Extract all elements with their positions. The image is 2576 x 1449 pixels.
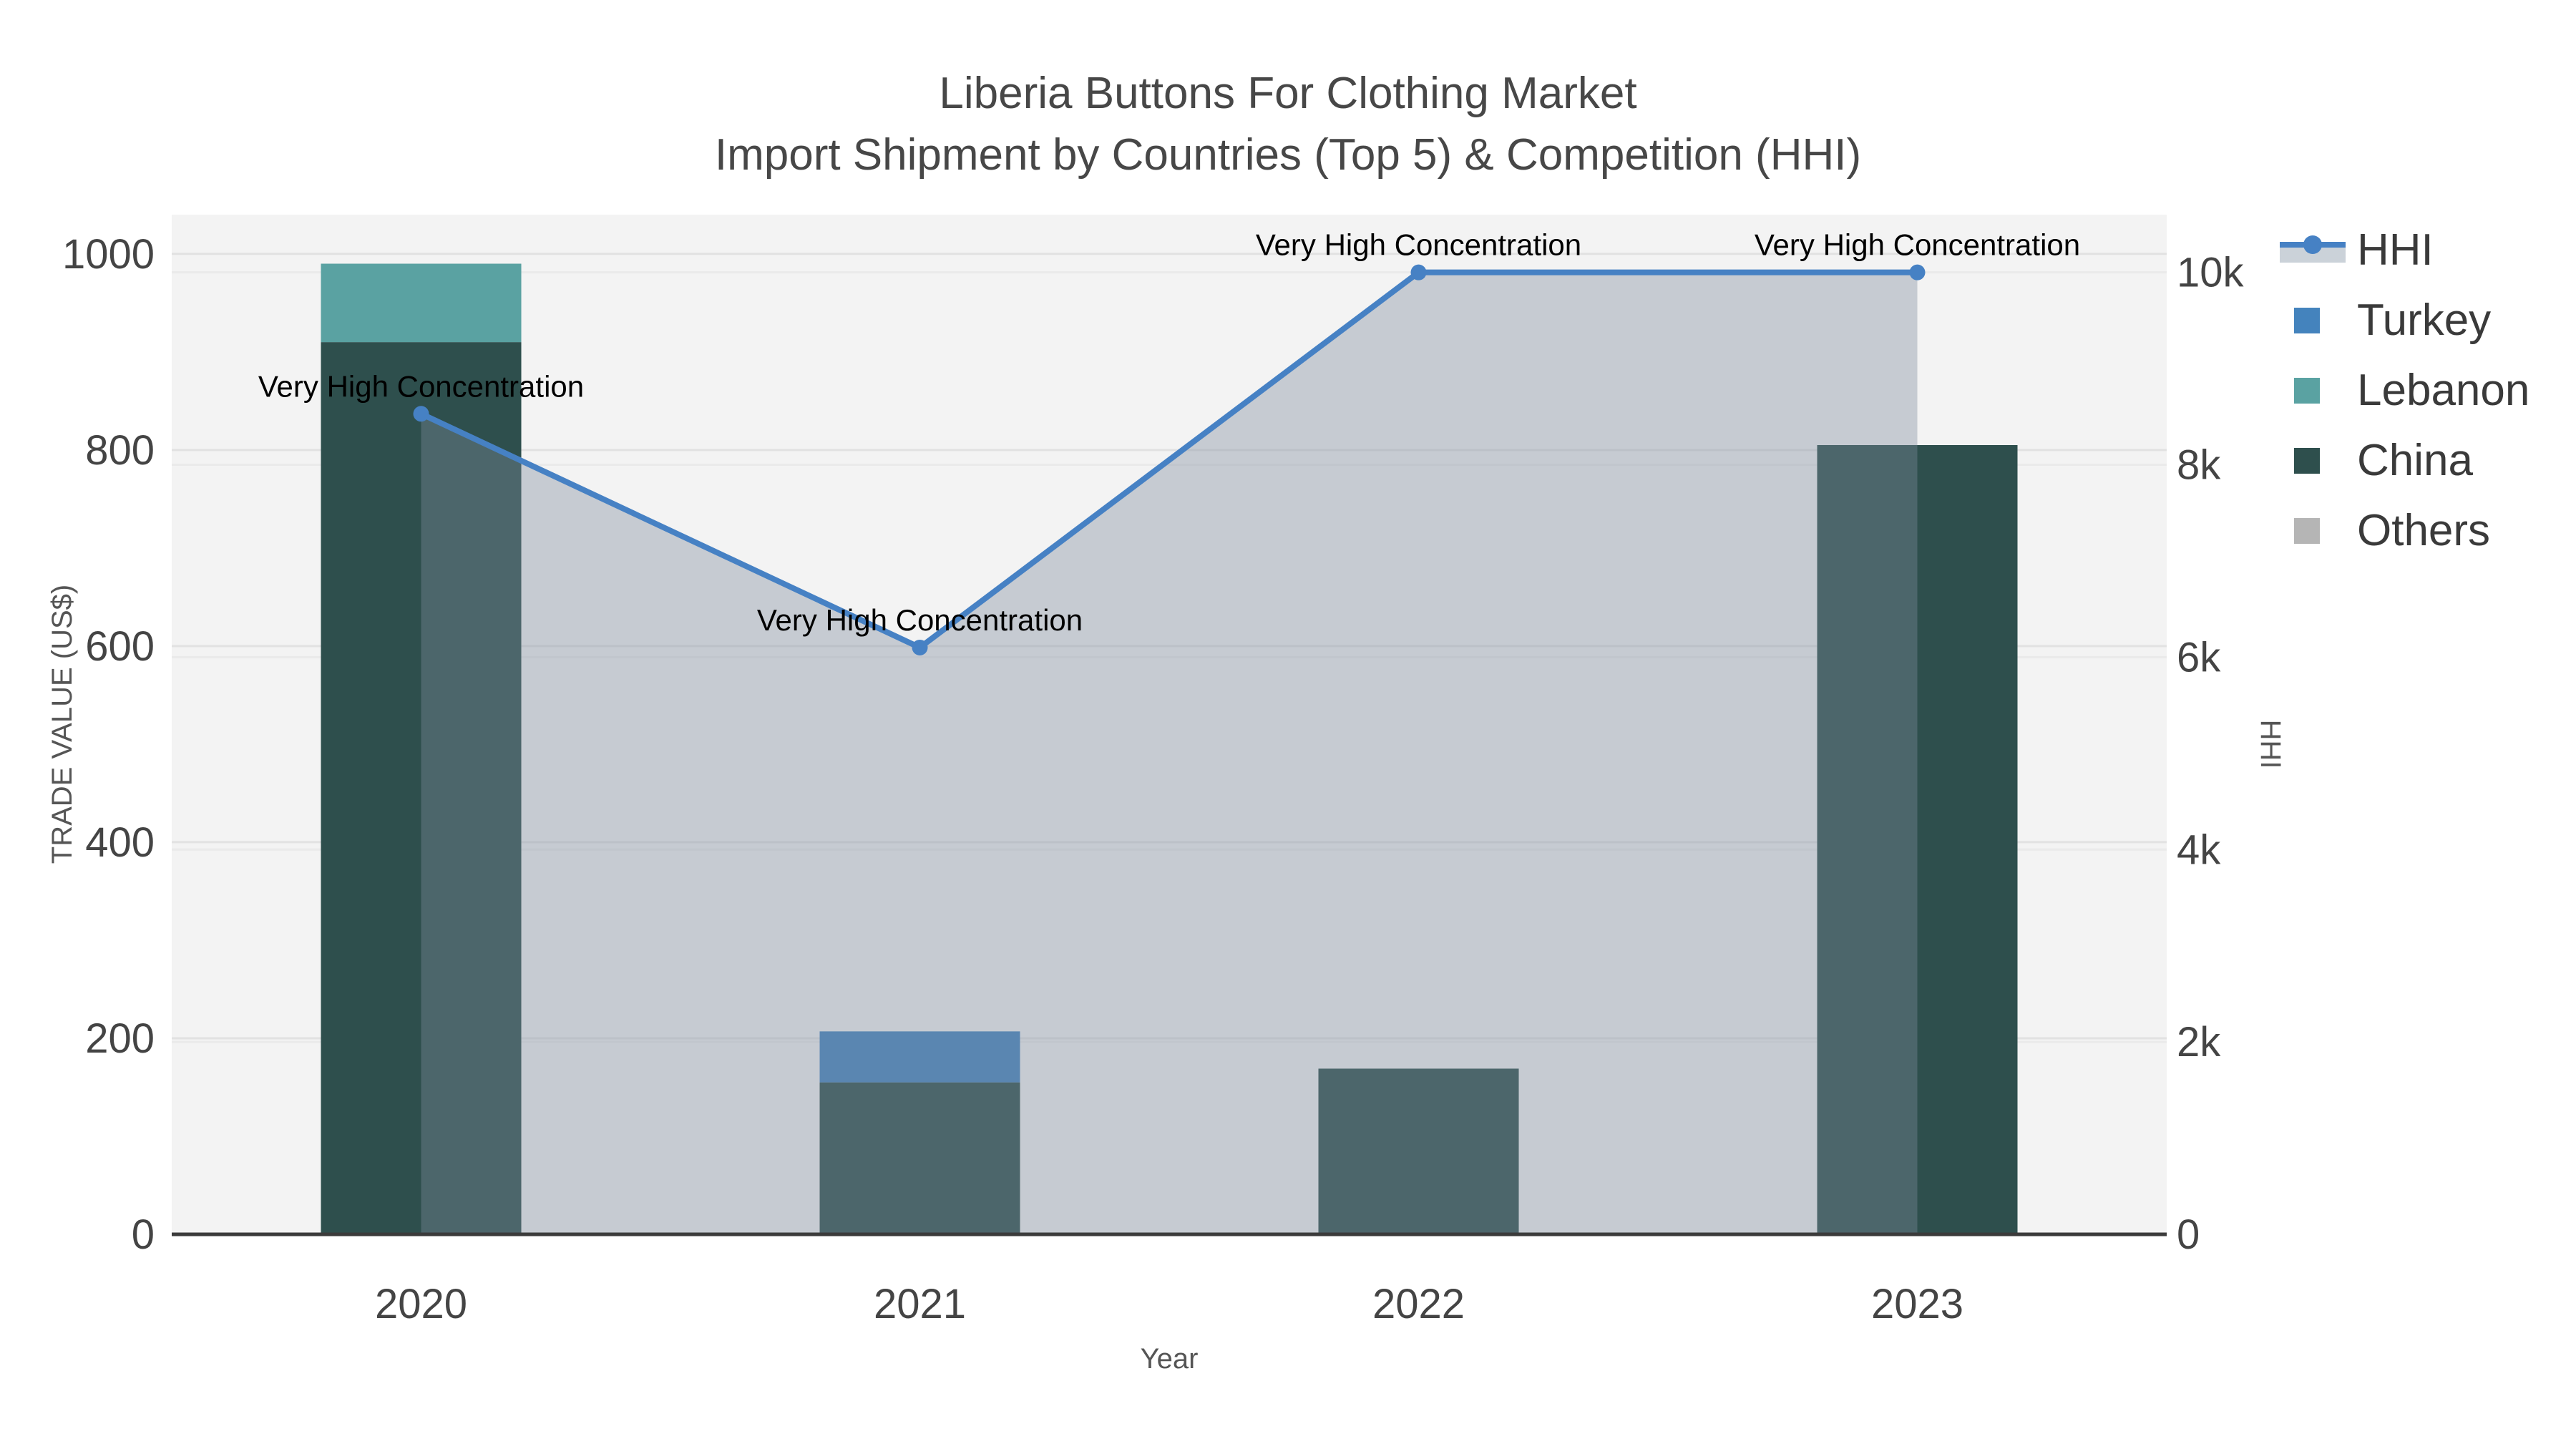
legend-line-swatch-icon <box>2280 235 2346 263</box>
y-right-axis-title: HHI <box>2255 720 2286 769</box>
y-right-tick: 0 <box>2177 1211 2200 1258</box>
bar-lebanon-2020[interactable] <box>321 263 522 343</box>
legend-item-others[interactable]: Others <box>2280 508 2529 554</box>
annotation-2020: Very High Concentration <box>258 369 584 403</box>
bar-china-2021[interactable] <box>819 1082 1020 1234</box>
legend-label: Others <box>2357 506 2491 555</box>
legend-square-swatch-icon <box>2280 448 2346 474</box>
x-tick-2023: 2023 <box>1871 1281 1963 1327</box>
legend-item-china[interactable]: China <box>2280 438 2529 484</box>
hhi-line[interactable] <box>419 269 1918 650</box>
bar-china-2023[interactable] <box>1817 444 2018 1235</box>
x-tick-2021: 2021 <box>874 1281 966 1327</box>
legend-label: Lebanon <box>2357 366 2530 415</box>
hhi-fill-band <box>2280 247 2346 263</box>
annotation-2023: Very High Concentration <box>1755 228 2080 262</box>
y-right-tick: 2k <box>2177 1019 2221 1065</box>
china-swatch <box>2294 448 2320 474</box>
x-tick-2020: 2020 <box>375 1281 467 1327</box>
y-right-tick: 8k <box>2177 442 2221 489</box>
chart-title-line2: Import Shipment by Countries (Top 5) & C… <box>714 130 1862 180</box>
legend-item-lebanon[interactable]: Lebanon <box>2280 368 2529 414</box>
hhi-marker-2021[interactable] <box>912 639 928 655</box>
legend-label: Turkey <box>2357 296 2492 345</box>
y-right-tick: 10k <box>2177 250 2245 296</box>
legend-item-turkey[interactable]: Turkey <box>2280 298 2529 343</box>
chart-title-line1: Liberia Buttons For Clothing Market <box>939 69 1637 118</box>
y-left-tick: 0 <box>132 1211 155 1258</box>
others-swatch <box>2294 518 2320 544</box>
legend: HHI Turkey Lebanon China Others <box>2280 228 2529 554</box>
legend-label: HHI <box>2357 225 2434 275</box>
y-right-tick: 4k <box>2177 826 2221 873</box>
legend-square-swatch-icon <box>2280 308 2346 333</box>
turkey-swatch <box>2294 308 2320 333</box>
legend-item-hhi[interactable]: HHI <box>2280 228 2529 273</box>
chart-title: Liberia Buttons For Clothing Market Impo… <box>0 63 2576 186</box>
y-left-tick: 600 <box>85 623 155 670</box>
bar-china-2020[interactable] <box>321 342 522 1234</box>
y-left-axis-title: TRADE VALUE (US$) <box>47 585 78 864</box>
bar-turkey-2021[interactable] <box>819 1031 1020 1083</box>
y-right-tick: 6k <box>2177 634 2221 680</box>
lebanon-swatch <box>2294 378 2320 404</box>
hhi-area-fill[interactable] <box>421 272 1918 1234</box>
x-axis-title: Year <box>1141 1343 1199 1375</box>
x-tick-2022: 2022 <box>1372 1281 1465 1327</box>
legend-square-swatch-icon <box>2280 518 2346 544</box>
legend-label: China <box>2357 436 2473 485</box>
annotation-2022: Very High Concentration <box>1256 228 1581 262</box>
y-left-tick: 200 <box>85 1015 155 1062</box>
hhi-marker-2020[interactable] <box>413 406 429 422</box>
hhi-marker-2022[interactable] <box>1410 264 1427 280</box>
annotation-2021: Very High Concentration <box>757 603 1083 637</box>
y-left-tick: 800 <box>85 427 155 474</box>
hhi-marker-glyph <box>2303 235 2322 254</box>
bar-china-2022[interactable] <box>1318 1068 1519 1234</box>
y-left-tick: 400 <box>85 819 155 866</box>
hhi-marker-2023[interactable] <box>1909 264 1926 280</box>
y-left-tick: 1000 <box>62 231 155 278</box>
legend-square-swatch-icon <box>2280 378 2346 404</box>
